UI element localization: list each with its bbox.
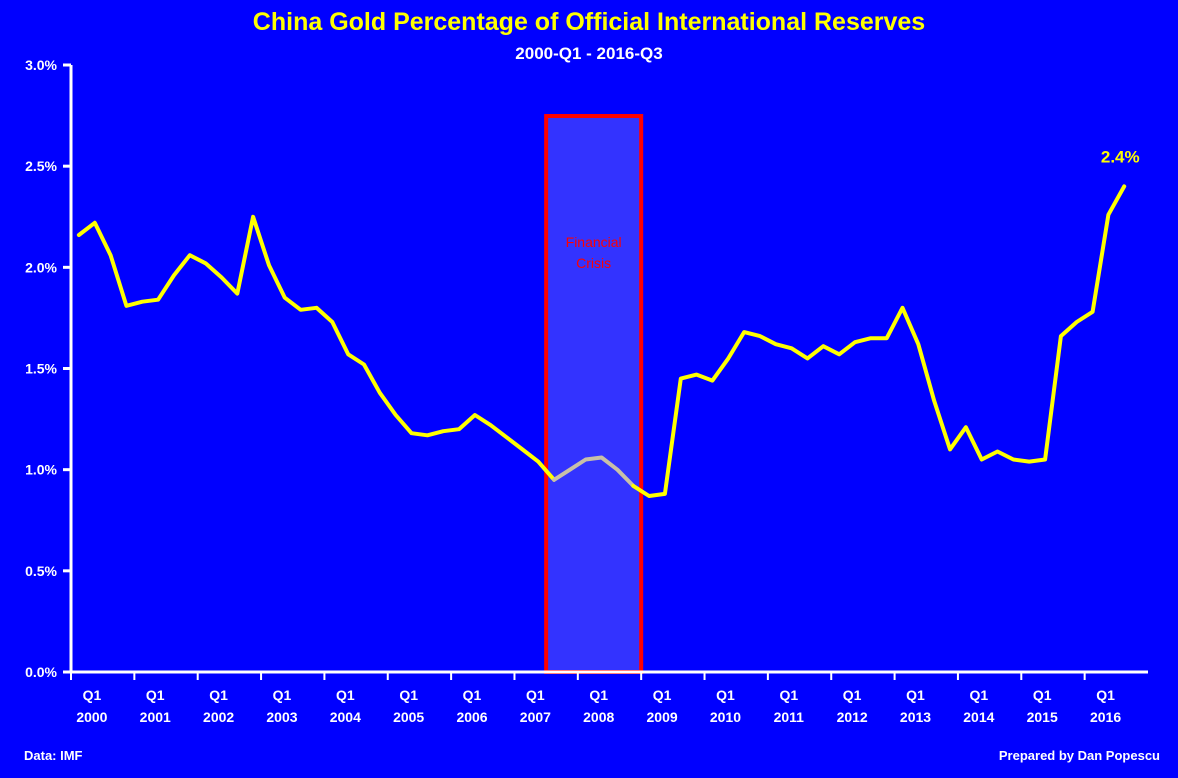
x-tick-quarter-label: Q1 [589,687,608,703]
x-tick-year-label: 2008 [583,709,614,725]
prepared-by-note: Prepared by Dan Popescu [998,748,1160,763]
x-tick-quarter-label: Q1 [716,687,735,703]
x-tick-quarter-label: Q1 [463,687,482,703]
x-tick-year-label: 2016 [1090,709,1121,725]
x-tick-year-label: 2000 [76,709,107,725]
y-tick-label: 1.5% [25,361,57,377]
financial-crisis-label-line2: Crisis [576,255,611,271]
x-tick-quarter-label: Q1 [653,687,672,703]
x-tick-quarter-label: Q1 [843,687,862,703]
data-source-note: Data: IMF [24,748,83,763]
x-tick-quarter-label: Q1 [526,687,545,703]
x-tick-quarter-label: Q1 [399,687,418,703]
financial-crisis-rect [544,114,644,674]
x-axis-ticks: Q1 2000 Q1 2001 Q1 2002 Q1 2003 Q1 2004 Q1 2005 Q1 20… [70,672,1121,725]
y-tick-label: 0.0% [25,664,57,680]
x-tick-year-label: 2005 [393,709,424,725]
x-tick-year-label: 2014 [963,709,994,725]
x-tick-year-label: 2015 [1027,709,1058,725]
x-tick-quarter-label: Q1 [209,687,228,703]
y-tick-label: 2.5% [25,158,57,174]
y-axis-ticks: 0.0% 0.5% 1.0% 1.5% 2.0% 2.5% 3.0% [25,57,71,680]
series-line-in-crisis [552,455,636,488]
y-tick-label: 0.5% [25,563,57,579]
y-tick-label: 1.0% [25,462,57,478]
annotation-band-group [544,114,644,674]
series-line-post-crisis [631,184,1127,498]
x-tick-quarter-label: Q1 [83,687,102,703]
x-tick-quarter-label: Q1 [906,687,925,703]
series-line-group [76,184,1127,498]
x-tick-year-label: 2013 [900,709,931,725]
y-tick-label: 2.0% [25,259,57,275]
x-tick-quarter-label: Q1 [273,687,292,703]
x-tick-year-label: 2009 [647,709,678,725]
x-tick-year-label: 2012 [837,709,868,725]
series-line-pre-crisis [76,214,557,482]
x-tick-quarter-label: Q1 [970,687,989,703]
x-tick-year-label: 2007 [520,709,551,725]
x-tick-quarter-label: Q1 [1033,687,1052,703]
x-tick-quarter-label: Q1 [779,687,798,703]
x-tick-year-label: 2011 [774,709,805,725]
chart-title: China Gold Percentage of Official Intern… [252,8,926,36]
x-tick-year-label: 2006 [456,709,487,725]
y-tick-label: 3.0% [25,57,57,73]
annotation-label-group: Financial Crisis 2.4% [566,147,1140,271]
financial-crisis-label-line1: Financial [566,234,622,250]
chart-subtitle: 2000-Q1 - 2016-Q3 [515,44,663,63]
endpoint-value-label: 2.4% [1101,147,1140,166]
x-tick-year-label: 2001 [140,709,171,725]
x-tick-quarter-label: Q1 [336,687,355,703]
x-tick-quarter-label: Q1 [146,687,165,703]
x-tick-year-label: 2002 [203,709,234,725]
x-tick-quarter-label: Q1 [1096,687,1115,703]
x-tick-year-label: 2004 [330,709,361,725]
x-tick-year-label: 2010 [710,709,741,725]
x-tick-year-label: 2003 [266,709,297,725]
